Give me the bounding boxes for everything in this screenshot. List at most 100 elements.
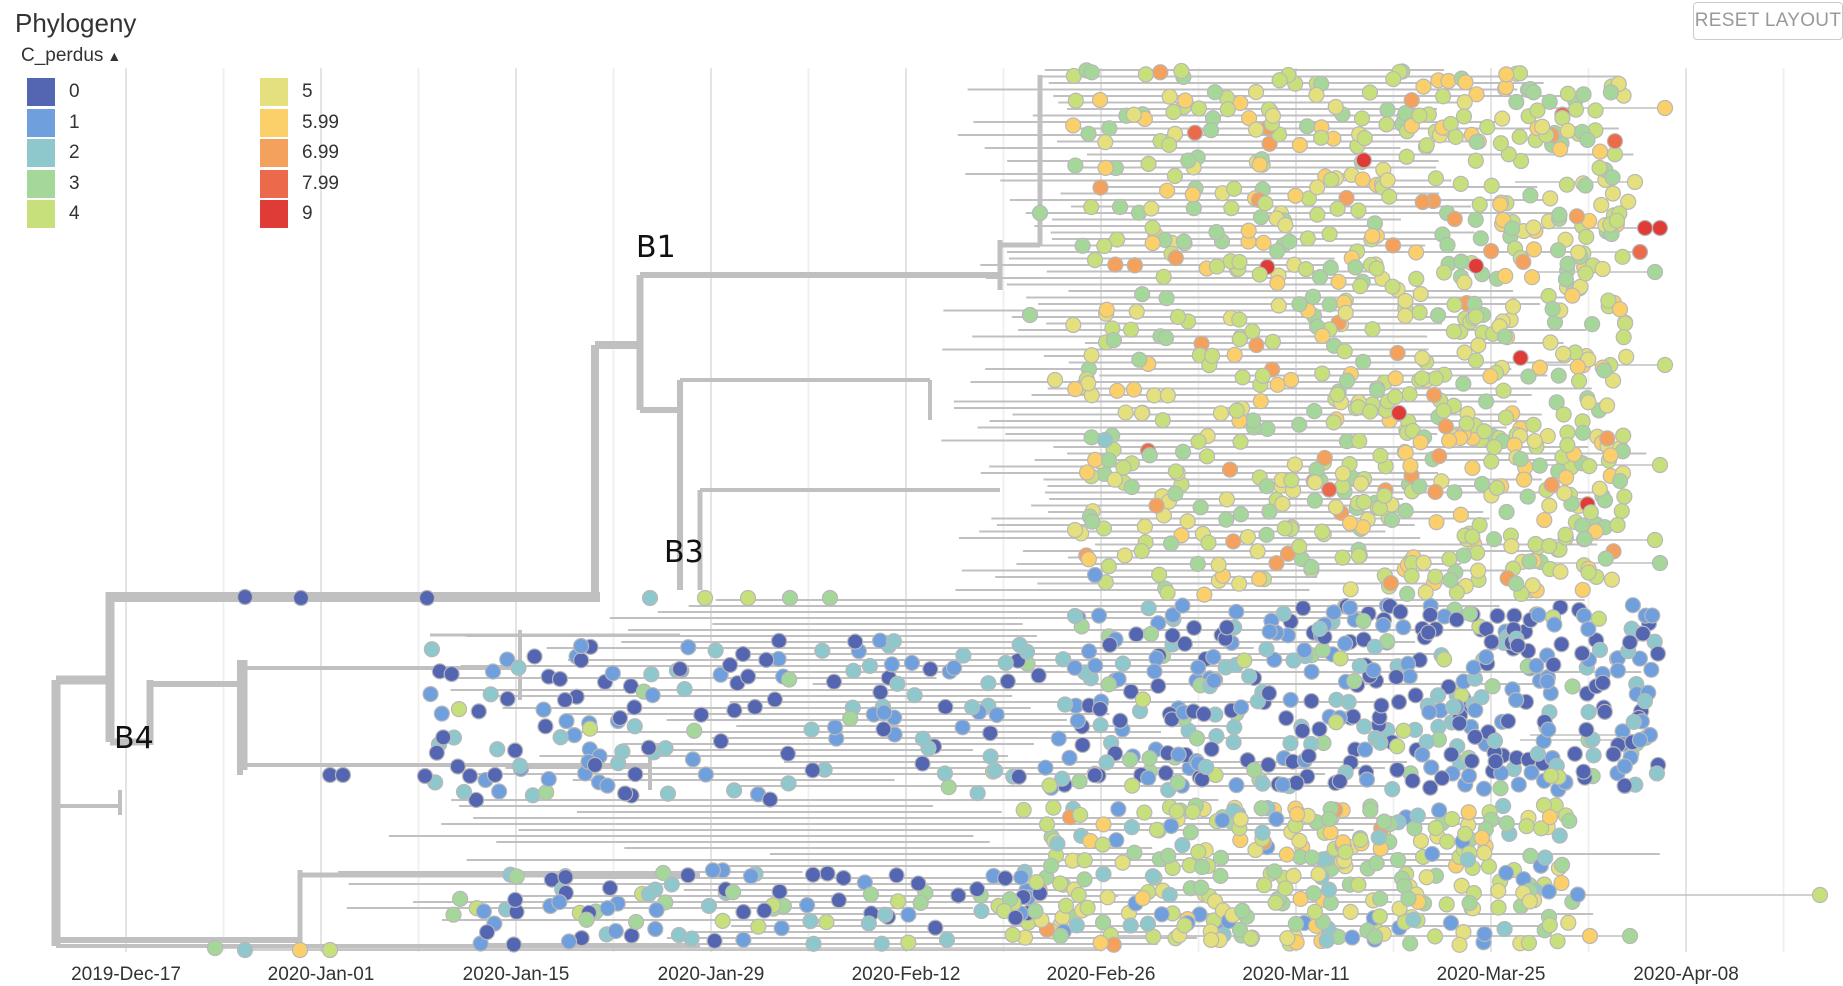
tip-node[interactable] bbox=[1080, 551, 1097, 568]
tip-node[interactable] bbox=[1239, 528, 1257, 546]
tip-node[interactable] bbox=[1355, 631, 1372, 648]
tip-node[interactable] bbox=[1460, 804, 1477, 821]
tip-node[interactable] bbox=[1631, 731, 1649, 749]
tip-node[interactable] bbox=[1580, 703, 1597, 721]
tip-node[interactable] bbox=[1458, 415, 1475, 432]
tip-node[interactable] bbox=[1260, 685, 1278, 702]
tip-node[interactable] bbox=[1446, 296, 1463, 313]
tip-node[interactable] bbox=[1258, 526, 1275, 543]
tip-node[interactable] bbox=[1164, 627, 1181, 644]
tip-node[interactable] bbox=[468, 791, 485, 809]
tip-node[interactable] bbox=[1247, 83, 1265, 101]
tip-node[interactable] bbox=[1109, 231, 1126, 248]
tip-node[interactable] bbox=[1146, 387, 1163, 404]
tip-node[interactable] bbox=[889, 893, 907, 910]
tip-node[interactable] bbox=[1492, 135, 1510, 152]
tip-node[interactable] bbox=[1121, 751, 1139, 768]
tip-node[interactable] bbox=[1546, 616, 1563, 633]
tip-node[interactable] bbox=[1387, 388, 1404, 405]
tip-node[interactable] bbox=[1625, 713, 1642, 731]
tip-node[interactable] bbox=[1397, 292, 1414, 309]
tip-node[interactable] bbox=[1435, 88, 1452, 105]
tip-node[interactable] bbox=[1519, 488, 1536, 505]
tip-node[interactable] bbox=[1328, 691, 1345, 708]
tip-node[interactable] bbox=[1387, 370, 1404, 387]
tip-node[interactable] bbox=[1508, 691, 1525, 709]
tip-node[interactable] bbox=[1096, 431, 1114, 449]
tip-node[interactable] bbox=[1321, 810, 1338, 828]
tip-node[interactable] bbox=[1468, 133, 1485, 151]
tip-node[interactable] bbox=[1412, 832, 1430, 850]
tip-node[interactable] bbox=[1189, 555, 1206, 572]
tip-node[interactable] bbox=[1490, 882, 1507, 900]
tip-node[interactable] bbox=[1455, 375, 1472, 392]
tip-node[interactable] bbox=[1384, 237, 1402, 254]
tip-node[interactable] bbox=[1091, 700, 1109, 718]
tip-node[interactable] bbox=[1382, 574, 1399, 592]
tip-node[interactable] bbox=[1558, 176, 1575, 193]
tip-node[interactable] bbox=[1303, 663, 1320, 680]
tip-node[interactable] bbox=[900, 934, 917, 951]
tip-node[interactable] bbox=[684, 751, 702, 768]
tip-node[interactable] bbox=[1164, 607, 1181, 624]
tip-node[interactable] bbox=[1330, 273, 1347, 290]
tip-node[interactable] bbox=[1286, 456, 1303, 473]
tip-node[interactable] bbox=[1395, 722, 1412, 739]
tip-node[interactable] bbox=[1372, 890, 1389, 907]
tip-node[interactable] bbox=[1464, 459, 1481, 477]
tip-node[interactable] bbox=[1281, 233, 1298, 250]
tip-node[interactable] bbox=[1356, 718, 1373, 735]
tip-node[interactable] bbox=[1580, 620, 1597, 638]
tip-node[interactable] bbox=[1603, 571, 1621, 588]
tip-node[interactable] bbox=[1476, 844, 1493, 861]
tip-node[interactable] bbox=[1299, 118, 1316, 135]
tip-node[interactable] bbox=[1192, 499, 1209, 516]
tip-node[interactable] bbox=[1497, 267, 1514, 285]
tip-node[interactable] bbox=[1575, 86, 1592, 103]
tip-node[interactable] bbox=[1210, 556, 1227, 573]
tip-node[interactable] bbox=[1071, 773, 1088, 790]
tip-node[interactable] bbox=[1381, 188, 1398, 205]
tip-node[interactable] bbox=[1108, 832, 1125, 849]
tip-node[interactable] bbox=[1541, 93, 1558, 110]
tip-node[interactable] bbox=[1561, 812, 1578, 829]
tip-node[interactable] bbox=[1091, 91, 1109, 109]
legend-item[interactable]: 3 bbox=[27, 169, 80, 198]
tip-node[interactable] bbox=[599, 900, 616, 917]
tip-node[interactable] bbox=[1648, 765, 1666, 782]
tip-node[interactable] bbox=[1334, 549, 1351, 566]
tip-node[interactable] bbox=[1126, 257, 1143, 274]
tip-node[interactable] bbox=[1498, 503, 1515, 521]
tip-node[interactable] bbox=[1585, 747, 1602, 764]
tip-node[interactable] bbox=[1624, 597, 1641, 614]
tip-node[interactable] bbox=[1483, 633, 1500, 650]
tip-node[interactable] bbox=[1072, 806, 1089, 824]
tip-node[interactable] bbox=[1643, 661, 1660, 678]
tip-node[interactable] bbox=[1351, 432, 1368, 450]
tip-node[interactable] bbox=[1203, 741, 1220, 758]
tip-node[interactable] bbox=[489, 741, 506, 758]
tip-node[interactable] bbox=[1415, 554, 1432, 571]
tip-node[interactable] bbox=[1167, 463, 1185, 480]
tip-node[interactable] bbox=[1511, 128, 1528, 145]
tip-node[interactable] bbox=[1174, 597, 1191, 614]
tip-node[interactable] bbox=[1303, 849, 1321, 866]
tip-node[interactable] bbox=[1043, 857, 1060, 874]
tip-node[interactable] bbox=[1621, 927, 1639, 945]
tip-node[interactable] bbox=[758, 651, 775, 668]
tip-node[interactable] bbox=[1341, 599, 1359, 616]
tip-node[interactable] bbox=[1504, 298, 1522, 315]
tip-node[interactable] bbox=[1158, 290, 1175, 307]
tip-node[interactable] bbox=[1399, 585, 1416, 602]
tip-node[interactable] bbox=[1577, 265, 1594, 282]
tip-node[interactable] bbox=[1569, 886, 1586, 903]
tip-node[interactable] bbox=[1537, 849, 1554, 866]
legend-item[interactable]: 4 bbox=[27, 200, 80, 228]
tip-node[interactable] bbox=[906, 687, 923, 704]
tip-node[interactable] bbox=[505, 936, 522, 953]
tip-node[interactable] bbox=[1508, 93, 1525, 111]
tip-node[interactable] bbox=[1354, 171, 1371, 188]
tip-node[interactable] bbox=[1144, 234, 1161, 252]
tip-node[interactable] bbox=[1364, 321, 1381, 338]
tip-node[interactable] bbox=[1656, 99, 1674, 117]
